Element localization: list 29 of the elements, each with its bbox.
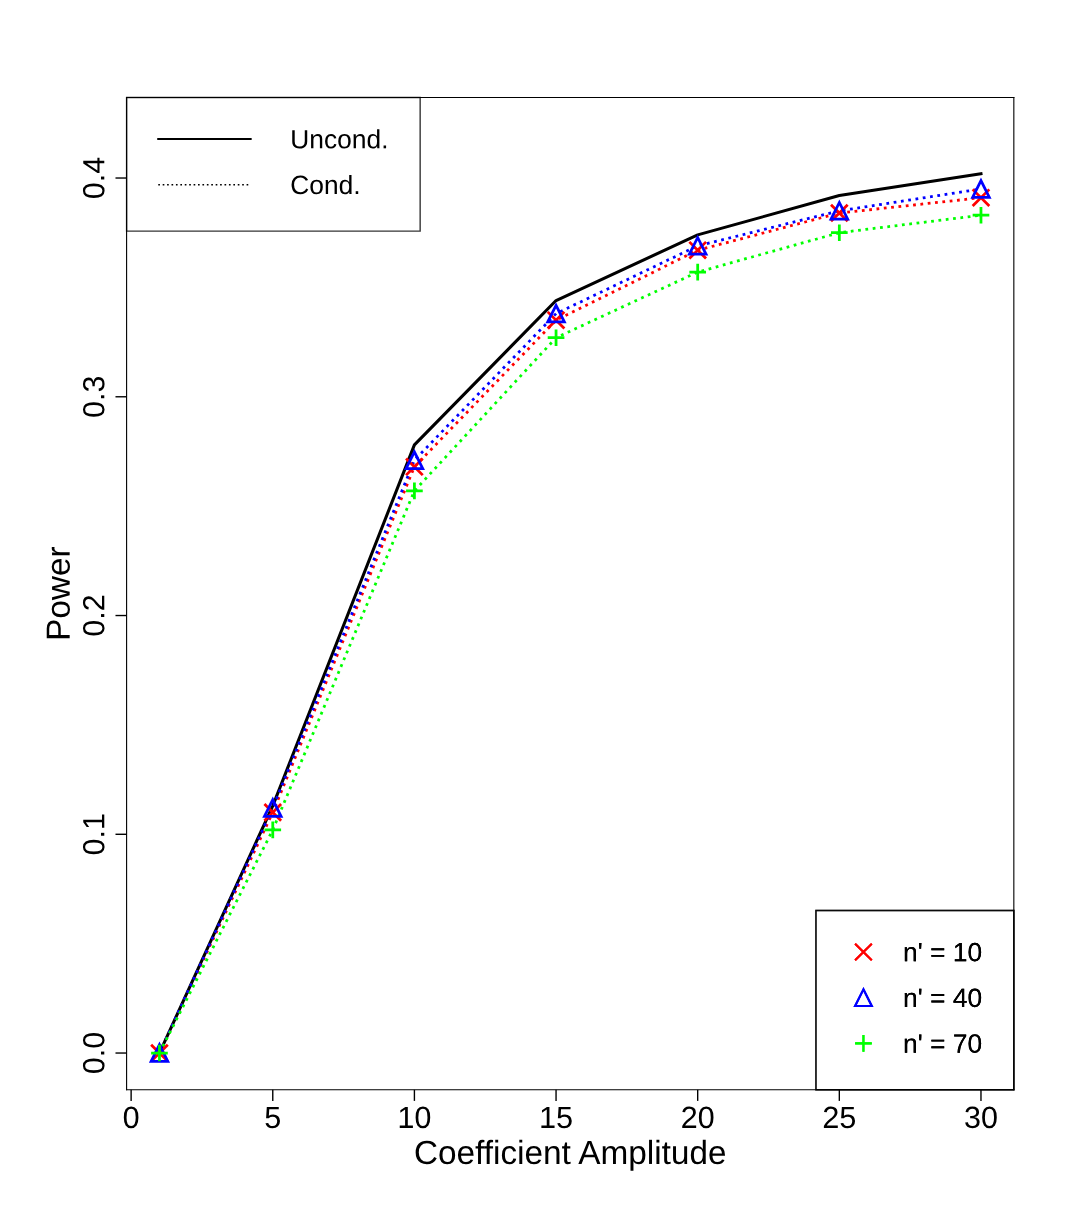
x-tick-label: 0: [123, 1106, 139, 1129]
x-tick-label: 10: [399, 1106, 431, 1129]
y-axis-title: Power: [46, 546, 70, 639]
y-tick-label: 0.0: [82, 1032, 105, 1074]
x-tick-label: 5: [265, 1106, 280, 1129]
point: [546, 303, 566, 324]
point: [829, 222, 850, 243]
legend-label: n' = 70: [904, 1034, 982, 1053]
x-tick-label: 20: [682, 1106, 714, 1129]
y-tick-label: 0.2: [82, 595, 105, 636]
x-tick-label: 15: [541, 1106, 572, 1129]
point: [404, 450, 425, 470]
point: [687, 262, 708, 282]
legend-label: n' = 40: [904, 988, 982, 1008]
legend-label: n' = 10: [904, 942, 982, 962]
point: [263, 798, 283, 818]
legend-label: Uncond.: [292, 129, 387, 149]
x-axis-title: Coefficient Amplitude: [415, 1139, 726, 1171]
y-tick-label: 0.1: [82, 814, 105, 855]
y-tick-label: 0.3: [82, 376, 105, 417]
y-tick-label: 0.4: [82, 157, 105, 199]
x-tick-label: 30: [965, 1106, 997, 1129]
point: [971, 205, 991, 225]
point: [404, 481, 425, 501]
x-tick-label: 25: [823, 1106, 856, 1129]
annotation: Cond.: [291, 174, 359, 195]
point: [971, 179, 991, 199]
point: [546, 327, 566, 348]
point: [263, 820, 283, 840]
